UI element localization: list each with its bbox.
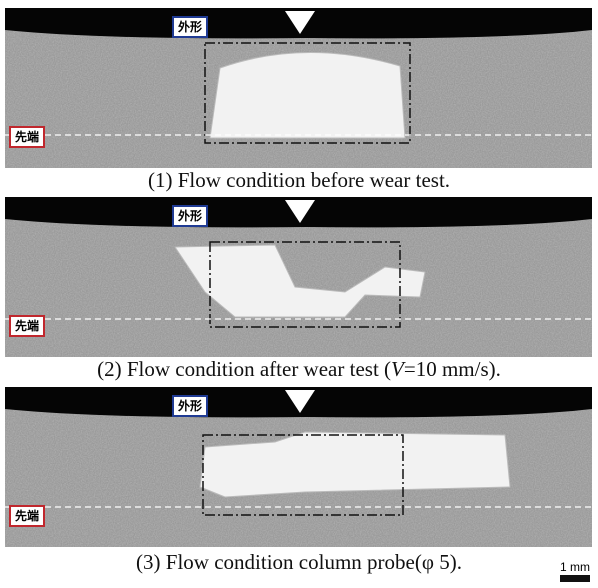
- caption-text: (3) Flow condition column probe(φ 5).: [136, 550, 462, 574]
- caption: (2) Flow condition after wear test (V=10…: [0, 357, 598, 382]
- caption-text: V: [391, 357, 404, 381]
- outline-label: 外形: [172, 395, 208, 417]
- micrograph-panel: 外形 先端: [5, 387, 592, 547]
- scale-bar: 1 mm: [560, 560, 590, 582]
- scale-line: [560, 575, 590, 582]
- tip-label: 先端: [9, 315, 45, 337]
- micrograph: [5, 197, 592, 357]
- micrograph-panel: 外形 先端: [5, 197, 592, 357]
- micrograph: [5, 387, 592, 547]
- caption-text: (2) Flow condition after wear test (: [97, 357, 391, 381]
- tip-label: 先端: [9, 126, 45, 148]
- tip-label: 先端: [9, 505, 45, 527]
- outline-label: 外形: [172, 205, 208, 227]
- outline-label: 外形: [172, 16, 208, 38]
- micrograph-panel: 外形 先端: [5, 8, 592, 168]
- caption: (3) Flow condition column probe(φ 5).: [0, 550, 598, 575]
- caption: (1) Flow condition before wear test.: [0, 168, 598, 193]
- scale-label: 1 mm: [560, 560, 590, 574]
- caption-text: (1) Flow condition before wear test.: [148, 168, 450, 192]
- caption-text: =10 mm/s).: [404, 357, 501, 381]
- micrograph: [5, 8, 592, 168]
- figure: 外形 先端(1) Flow condition before wear test…: [0, 0, 598, 588]
